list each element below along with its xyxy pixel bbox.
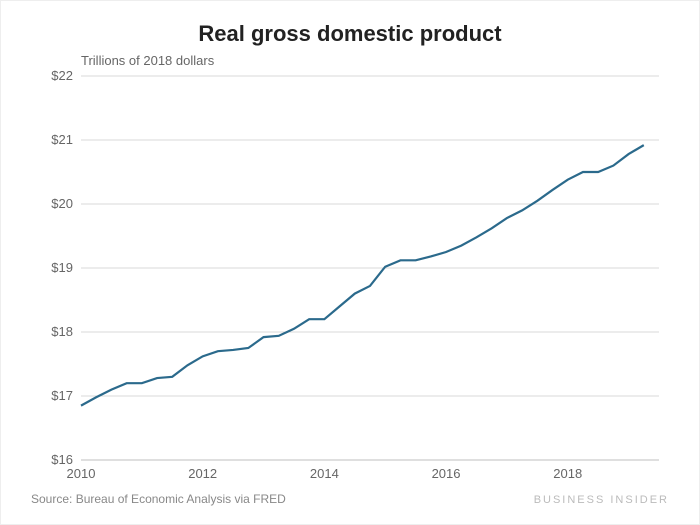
y-tick-label: $18	[51, 324, 73, 339]
y-tick-label: $20	[51, 196, 73, 211]
y-tick-label: $16	[51, 452, 73, 467]
chart-plot-area: $16 $17 $18 $19 $20 $21 $22 2010 2012 2014 2016 201…	[31, 70, 669, 484]
data-line	[81, 145, 644, 405]
x-tick-label: 2014	[310, 466, 339, 481]
chart-subtitle: Trillions of 2018 dollars	[81, 53, 669, 68]
x-tick-label: 2010	[67, 466, 96, 481]
x-tick-label: 2016	[432, 466, 461, 481]
chart-footer: Source: Bureau of Economic Analysis via …	[31, 492, 669, 506]
brand-label: BUSINESS INSIDER	[534, 494, 669, 506]
source-label: Source: Bureau of Economic Analysis via …	[31, 492, 286, 506]
y-tick-label: $19	[51, 260, 73, 275]
x-tick-label: 2018	[553, 466, 582, 481]
chart-title: Real gross domestic product	[31, 21, 669, 47]
y-tick-label: $21	[51, 132, 73, 147]
x-tick-label: 2012	[188, 466, 217, 481]
line-chart-svg: $16 $17 $18 $19 $20 $21 $22 2010 2012 2014 2016 201…	[31, 70, 669, 484]
y-tick-label: $22	[51, 70, 73, 83]
y-tick-label: $17	[51, 388, 73, 403]
chart-container: Real gross domestic product Trillions of…	[0, 0, 700, 525]
